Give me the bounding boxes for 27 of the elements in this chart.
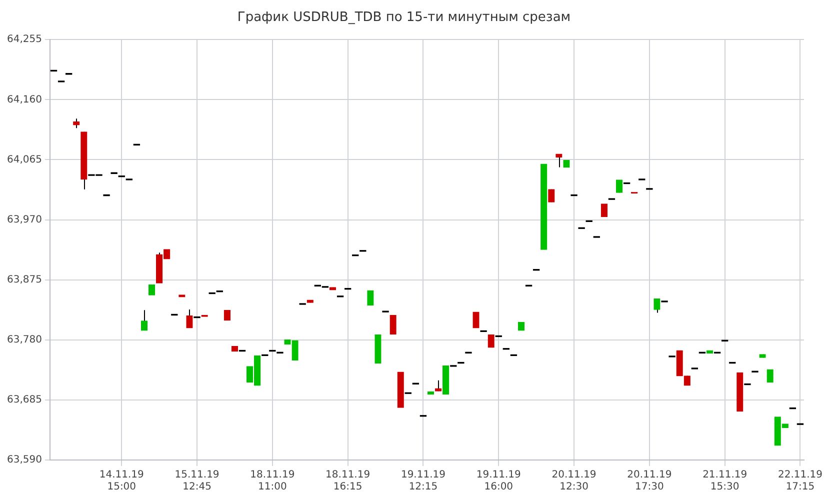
candlestick (472, 312, 480, 328)
candlestick (600, 204, 608, 217)
y-tick-label: 64,065 (6, 154, 42, 166)
candlestick (390, 314, 396, 335)
candlestick (367, 290, 374, 306)
chart-title: График USDRUB_TDB по 15-ти минутным срезам (237, 10, 571, 26)
x-tick-label: 19.11.19 16:00 (476, 470, 521, 493)
y-tick-label: 64,255 (6, 34, 42, 46)
candlestick (766, 369, 774, 383)
y-tick-label: 63,875 (6, 274, 42, 286)
x-tick-label: 22.11.19 17:15 (778, 470, 822, 493)
x-tick-label: 19.11.19 12:15 (400, 470, 446, 493)
candlestick (488, 334, 494, 348)
y-tick-label: 63,590 (6, 454, 42, 466)
y-tick-label: 63,685 (6, 394, 42, 406)
x-tick-label: 21.11.19 15:30 (702, 470, 748, 493)
x-tick-label: 15.11.19 12:45 (174, 470, 220, 493)
y-tick-label: 64,160 (6, 94, 42, 106)
y-tick-label: 63,970 (6, 214, 42, 226)
x-tick-label: 20.11.19 12:30 (552, 470, 596, 493)
candlestick (73, 118, 80, 129)
x-tick-label: 18.11.19 11:00 (250, 470, 295, 493)
candlestick (556, 154, 562, 168)
x-tick-label: 20.11.19 17:30 (627, 470, 672, 493)
x-tick-label: 18.11.19 16:15 (326, 470, 370, 493)
y-tick-label: 63,780 (6, 334, 42, 346)
x-tick-label: 14.11.19 15:00 (99, 470, 144, 493)
